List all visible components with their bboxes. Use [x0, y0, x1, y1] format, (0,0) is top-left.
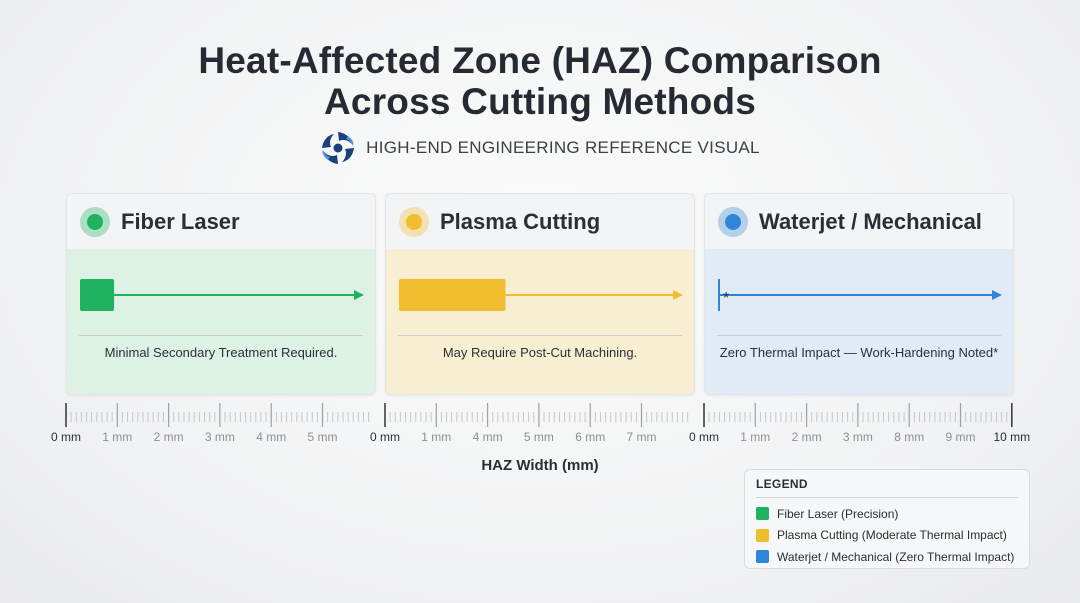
haz-bar [399, 279, 506, 311]
ruler-tick-label: 9 mm [945, 430, 976, 444]
haz-bar [80, 279, 115, 311]
ruler-tick-label: 6 mm [575, 430, 606, 444]
ruler-tick-label: 1 mm [421, 430, 452, 444]
ruler-tick-label: 8 mm [894, 430, 925, 444]
ruler-tick-label: 2 mm [153, 430, 184, 444]
panel-header: Plasma Cutting [386, 194, 694, 249]
panel-note: Zero Thermal Impact — Work-Hardening Not… [719, 345, 999, 360]
arrow-head-icon [673, 290, 683, 300]
legend-label: Waterjet / Mechanical (Zero Thermal Impa… [777, 549, 1015, 564]
ruler-tick-label: 5 mm [523, 430, 554, 444]
fiber-laser-panel: Fiber Laser Minimal Secondary Treatment … [66, 193, 376, 395]
asterisk-marker: * [723, 290, 729, 307]
ruler-tick-label: 5 mm [307, 430, 338, 444]
title-line-2: Across Cutting Methods [324, 81, 756, 122]
page-title: Heat-Affected Zone (HAZ) Comparison Acro… [0, 40, 1080, 122]
ruler-tick-label: 0 mm [689, 430, 719, 444]
haz-zero-marker [718, 279, 720, 311]
panel-note: May Require Post-Cut Machining. [442, 345, 638, 360]
legend-divider [756, 497, 1018, 498]
panel-title: Fiber Laser [121, 208, 240, 234]
legend-item: Fiber Laser (Precision) [756, 503, 1018, 525]
panel-header: Fiber Laser [67, 194, 375, 249]
arrow-head-icon [992, 290, 1002, 300]
haz-bar-plot: * [718, 279, 1002, 311]
subtitle-row: HIGH-END ENGINEERING REFERENCE VISUAL [0, 130, 1080, 166]
panel-divider [717, 335, 1001, 336]
legend-item: Plasma Cutting (Moderate Thermal Impact) [756, 525, 1018, 547]
haz-ruler-axis [65, 403, 1013, 427]
ruler-tick-label: 1 mm [102, 430, 133, 444]
panel-body: Minimal Secondary Treatment Required. [67, 249, 375, 394]
ruler-tick-label: 4 mm [472, 430, 503, 444]
panel-body: * Zero Thermal Impact — Work-Hardening N… [705, 249, 1013, 394]
ruler-tick-label: 10 mm [993, 430, 1031, 444]
waterjet-dot-icon [718, 206, 748, 237]
legend-label: Plasma Cutting (Moderate Thermal Impact) [777, 528, 1007, 543]
haz-bar-plot [399, 279, 683, 311]
panel-divider [79, 335, 363, 336]
panel-title: Plasma Cutting [440, 208, 601, 234]
swirl-logo-icon [322, 132, 355, 164]
ruler-tick-label: 0 mm [370, 430, 400, 444]
plasma-cutting-panel: Plasma Cutting May Require Post-Cut Mach… [385, 193, 695, 395]
ruler-tick-label: 3 mm [204, 430, 235, 444]
legend-item: Waterjet / Mechanical (Zero Thermal Impa… [756, 546, 1018, 568]
ruler-tick-label: 4 mm [256, 430, 287, 444]
panel-title: Waterjet / Mechanical [759, 208, 982, 234]
haz-bar-plot [80, 279, 364, 311]
legend-swatch-fiber [756, 507, 769, 521]
waterjet-panel: Waterjet / Mechanical * Zero Thermal Imp… [704, 193, 1014, 395]
x-axis-title: HAZ Width (mm) [481, 457, 599, 474]
panel-body: May Require Post-Cut Machining. [386, 249, 694, 394]
subtitle: HIGH-END ENGINEERING REFERENCE VISUAL [366, 138, 760, 157]
fiber-laser-dot-icon [80, 206, 110, 237]
panel-header: Waterjet / Mechanical [705, 194, 1013, 249]
legend-label: Fiber Laser (Precision) [777, 506, 899, 521]
panel-note: Minimal Secondary Treatment Required. [104, 345, 338, 360]
plasma-cutting-dot-icon [399, 206, 429, 237]
ruler-tick-label: 1 mm [740, 430, 771, 444]
ruler-tick-label: 0 mm [51, 430, 81, 444]
panel-divider [398, 335, 682, 336]
ruler-tick-label: 2 mm [791, 430, 822, 444]
arrow-head-icon [354, 290, 364, 300]
title-line-1: Heat-Affected Zone (HAZ) Comparison [198, 40, 882, 81]
legend: LEGEND Fiber Laser (Precision) Plasma Cu… [744, 469, 1030, 569]
ruler-tick-label: 7 mm [626, 430, 657, 444]
legend-swatch-waterjet [756, 550, 769, 564]
ruler-tick-label: 3 mm [842, 430, 873, 444]
legend-title: LEGEND [756, 477, 808, 491]
legend-swatch-plasma [756, 528, 769, 542]
